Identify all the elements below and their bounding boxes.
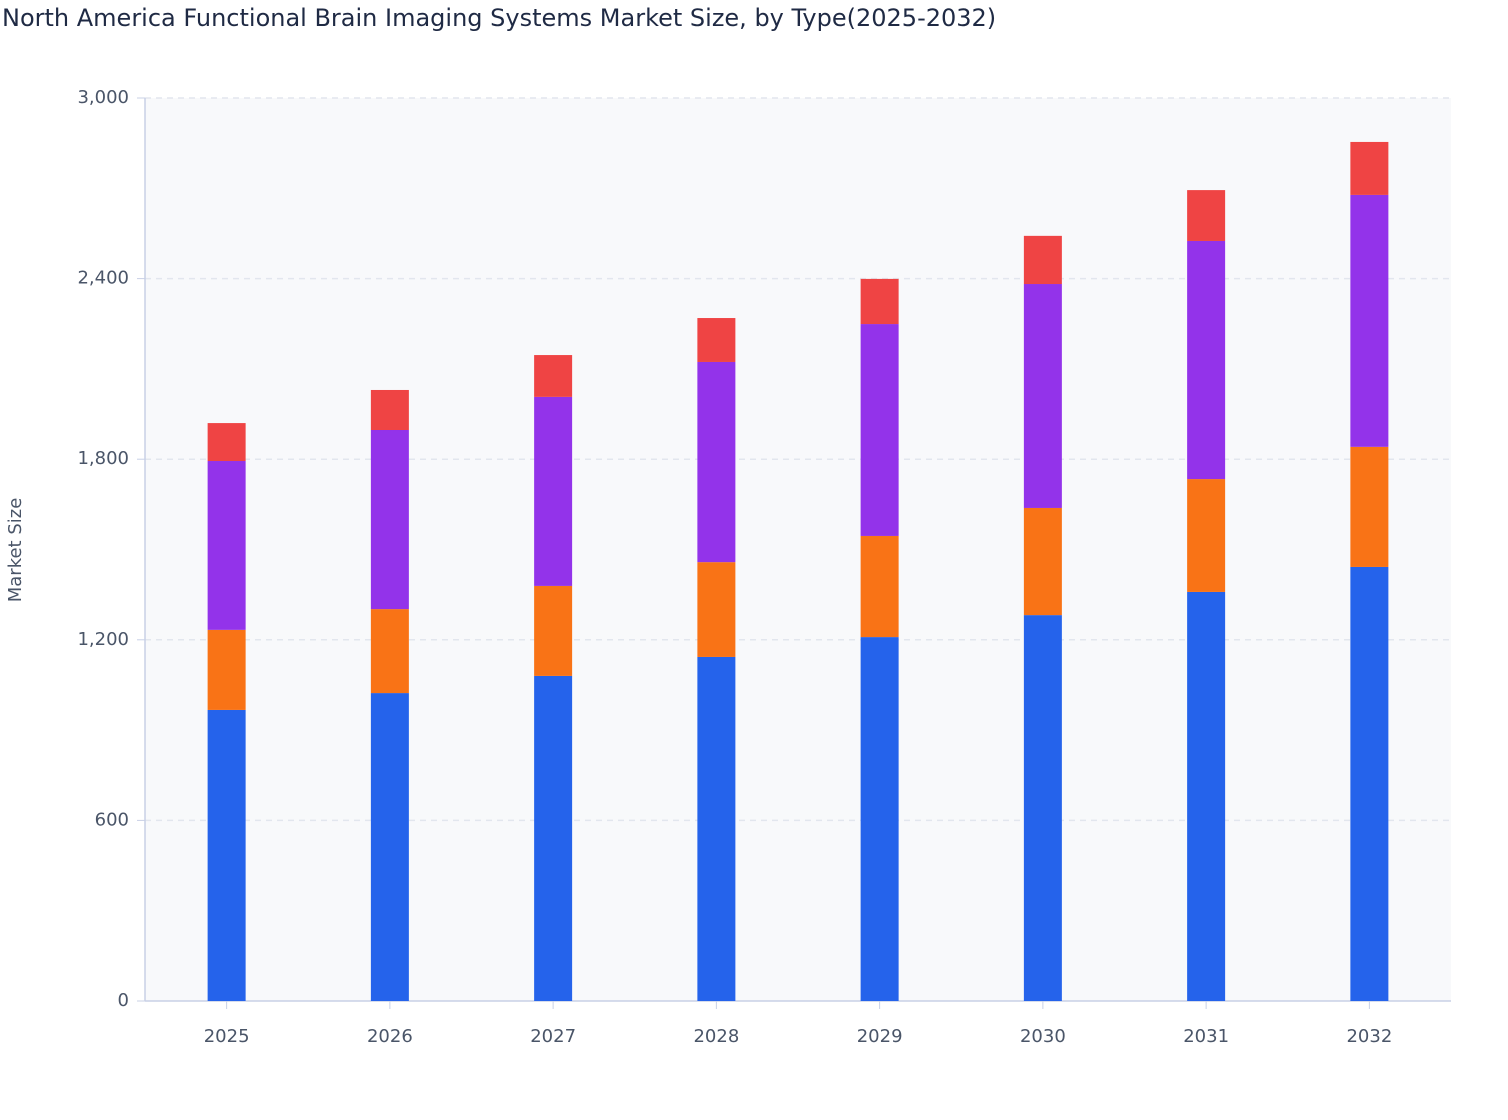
x-tick-label: 2028: [693, 1026, 739, 1047]
bar-segment: [1350, 446, 1389, 567]
bar-segment: [1187, 591, 1226, 1001]
bar-segment: [860, 637, 899, 1001]
bar-segment: [1023, 507, 1062, 616]
x-tick-label: 2030: [1020, 1026, 1066, 1047]
bar-segment: [1023, 235, 1062, 285]
x-tick-label: 2025: [204, 1026, 250, 1047]
bar-segment: [697, 562, 736, 657]
bar-segment: [207, 629, 246, 710]
x-tick-label: 2032: [1346, 1026, 1392, 1047]
bar-segment: [1023, 284, 1062, 508]
y-tick-label: 2,400: [77, 268, 129, 289]
bar-segment: [860, 278, 899, 325]
bar-segment: [1187, 240, 1226, 480]
bar-segment: [370, 430, 409, 610]
bar-segment: [534, 675, 573, 1001]
x-tick-label: 2029: [857, 1026, 903, 1047]
bar-segment: [207, 461, 246, 630]
bar-segment: [1350, 566, 1389, 1001]
chart-title: North America Functional Brain Imaging S…: [2, 4, 996, 32]
y-tick-label: 600: [95, 809, 129, 830]
bar-segment: [370, 389, 409, 431]
bar-segment: [1187, 479, 1226, 592]
bar-segment: [370, 609, 409, 694]
bar-segment: [1187, 190, 1226, 241]
bar-segment: [207, 709, 246, 1001]
bar-segment: [370, 693, 409, 1001]
bar-segment: [1350, 141, 1389, 195]
bar-segment: [697, 318, 736, 362]
y-tick-label: 1,800: [77, 448, 129, 469]
bar-segment: [697, 361, 736, 563]
bar-segment: [1350, 194, 1389, 447]
bar-segment: [860, 535, 899, 638]
bar-segment: [207, 423, 246, 462]
x-tick-label: 2027: [530, 1026, 576, 1047]
plot-background: [145, 98, 1451, 1001]
x-tick-label: 2026: [367, 1026, 413, 1047]
bar-segment: [697, 656, 736, 1001]
bar-segment: [1023, 615, 1062, 1001]
y-axis-label: Market Size: [5, 498, 26, 603]
x-tick-label: 2031: [1183, 1026, 1229, 1047]
bar-segment: [860, 324, 899, 536]
y-tick-label: 0: [118, 990, 129, 1011]
bar-segment: [534, 396, 573, 586]
bar-segment: [534, 355, 573, 397]
bar-segment: [534, 585, 573, 676]
y-tick-label: 3,000: [77, 87, 129, 108]
y-tick-label: 1,200: [77, 629, 129, 650]
